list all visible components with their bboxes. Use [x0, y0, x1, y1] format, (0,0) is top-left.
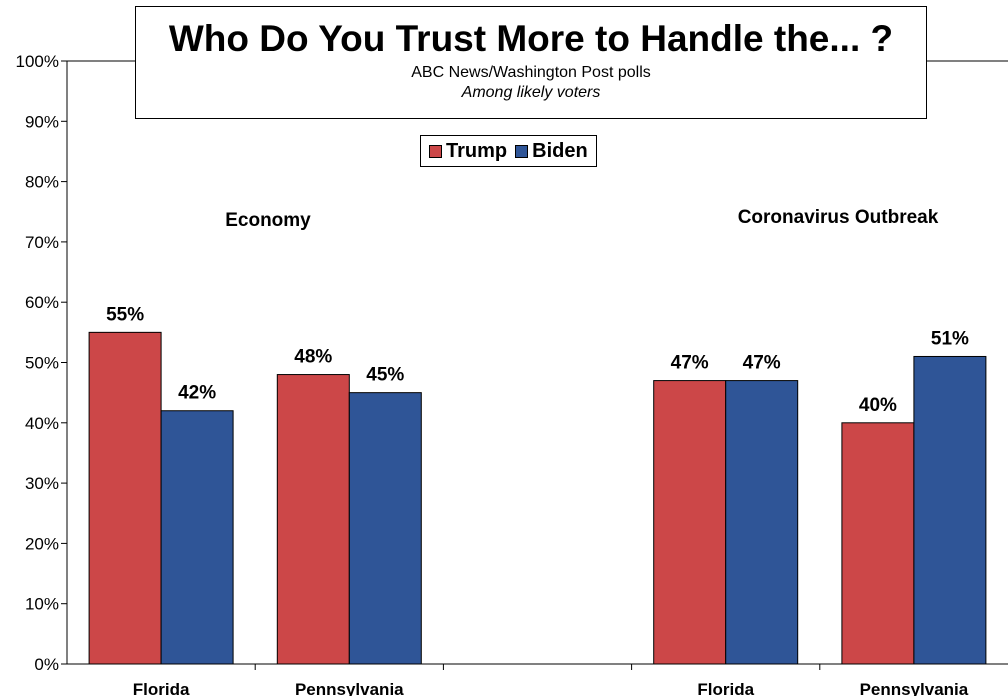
y-tick-label: 70% [25, 233, 59, 252]
bar-trump [88, 331, 162, 665]
data-label-biden: 47% [743, 353, 781, 374]
legend-swatch-biden [515, 144, 529, 158]
y-tick-label: 90% [25, 112, 59, 131]
data-label-trump: 47% [671, 353, 709, 374]
y-tick-label: 10% [25, 595, 59, 614]
data-labels: 55% 48% 47% 40% 42% 45% 47% 51% [106, 304, 969, 415]
y-tick-label: 30% [25, 474, 59, 493]
bar-biden [725, 380, 799, 665]
y-tick-label: 40% [25, 414, 59, 433]
data-label-biden: 45% [366, 365, 404, 386]
x-tick-label: Pennsylvania [295, 680, 404, 696]
bar-trump [841, 422, 915, 665]
chart-title-box: Who Do You Trust More to Handle the... ?… [135, 6, 927, 119]
legend-swatch-trump [429, 144, 442, 158]
chart-subtitle: ABC News/Washington Post polls [411, 64, 651, 81]
y-tick-label: 100% [16, 52, 59, 71]
data-label-trump: 40% [859, 395, 897, 416]
x-tick-label: Florida [133, 680, 190, 696]
y-tick-label: 0% [34, 655, 59, 674]
legend-label-biden: Biden [532, 139, 588, 162]
data-label-trump: 55% [106, 304, 144, 325]
legend-label-trump: Trump [446, 139, 508, 162]
data-label-trump: 48% [294, 347, 332, 368]
x-tick-label: Florida [697, 680, 754, 696]
x-tick-label: Pennsylvania [860, 680, 969, 696]
bar-biden [348, 392, 422, 665]
bars [88, 331, 987, 665]
legend-item-biden: Biden [515, 140, 588, 163]
bar-biden [913, 355, 987, 665]
y-tick-label: 50% [25, 354, 59, 373]
data-label-biden: 42% [178, 383, 216, 404]
group-label-coronavirus: Coronavirus Outbreak [738, 207, 939, 228]
chart-subtitle-note: Among likely voters [461, 84, 601, 101]
legend: Trump Biden [420, 135, 597, 167]
data-label-biden: 51% [931, 328, 969, 349]
y-tick-label: 80% [25, 173, 59, 192]
bar-biden [160, 410, 234, 665]
legend-item-trump: Trump [429, 140, 507, 163]
axes: 0% 10% 20% 30% 40% 50% 60% 70% 80% 90% 100% Florida… [16, 52, 1008, 696]
y-tick-label: 20% [25, 534, 59, 553]
bar-trump [653, 380, 727, 665]
y-tick-label: 60% [25, 293, 59, 312]
bar-trump [276, 374, 350, 665]
group-label-economy: Economy [225, 210, 311, 231]
chart-title: Who Do You Trust More to Handle the... ? [168, 18, 894, 59]
